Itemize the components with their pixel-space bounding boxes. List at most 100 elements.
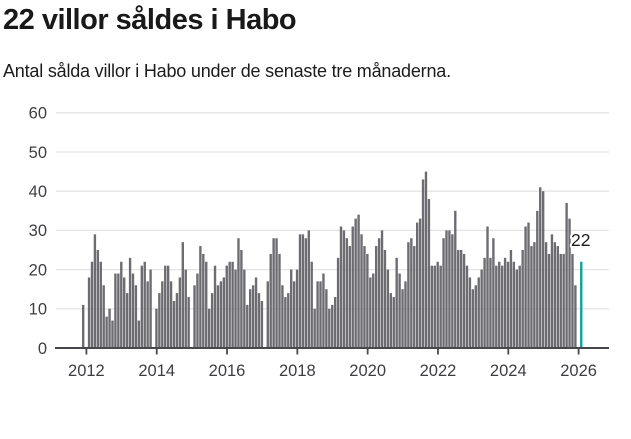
y-tick-label: 50 [29, 144, 47, 162]
bar [257, 293, 261, 348]
bar [158, 293, 161, 348]
bar [366, 253, 369, 348]
bar-chart-svg: 0 10 20 30 40 50 60 2012 2014 2016 2018 2020 2022 202… [29, 105, 609, 380]
bar [184, 269, 187, 348]
bar [272, 238, 275, 348]
page-subtitle: Antal sålda villor i Habo under de senas… [3, 61, 451, 81]
bar [474, 285, 477, 348]
bar [143, 261, 146, 348]
bar [339, 226, 343, 348]
bar [503, 257, 507, 348]
bar [172, 300, 176, 348]
bar [146, 281, 149, 348]
bar [181, 242, 184, 348]
bar [539, 187, 542, 348]
bar [477, 277, 480, 348]
bar [439, 265, 442, 348]
bar [199, 246, 202, 348]
bar [175, 293, 179, 348]
bar [395, 257, 398, 348]
bar [407, 242, 410, 348]
bar [354, 218, 357, 348]
bar [281, 285, 284, 348]
bar [512, 261, 516, 348]
bar [550, 234, 554, 348]
bar [123, 277, 126, 348]
x-tick-label: 2024 [490, 362, 527, 380]
bar [342, 230, 346, 348]
bar [462, 253, 466, 348]
bar [392, 297, 395, 348]
bar [372, 273, 375, 348]
bar [571, 253, 574, 348]
bar [492, 238, 495, 348]
bar [90, 261, 94, 348]
bar [266, 281, 269, 348]
bar [222, 277, 226, 348]
bar [489, 257, 492, 348]
bar [413, 246, 416, 348]
bar [553, 242, 557, 348]
bar [442, 238, 445, 348]
bar [448, 230, 451, 348]
bar [243, 269, 246, 348]
bar [169, 281, 173, 348]
bar [433, 265, 436, 348]
bar [495, 265, 498, 348]
y-tick-label: 60 [29, 105, 47, 123]
bar [231, 261, 234, 348]
bar [193, 285, 196, 348]
bar [471, 289, 475, 348]
bar [509, 250, 513, 348]
bar [99, 261, 102, 348]
bar [465, 265, 469, 348]
bar [246, 304, 249, 348]
bar [275, 238, 278, 348]
x-tick-label: 2018 [279, 362, 316, 380]
y-tick-label: 30 [29, 222, 47, 240]
bar [416, 222, 419, 348]
bar [377, 238, 381, 348]
bar [518, 265, 521, 348]
bar [386, 269, 390, 348]
bar [524, 226, 527, 348]
bar [325, 289, 328, 348]
bar [295, 269, 299, 348]
bar [351, 226, 354, 348]
bar [205, 261, 208, 348]
bar [307, 230, 310, 348]
latest-value-annotation: 22 [571, 230, 590, 250]
bar [418, 218, 422, 348]
bar [336, 257, 340, 348]
bar [117, 273, 120, 348]
bar [565, 202, 568, 348]
bar [304, 238, 308, 348]
bar [114, 273, 117, 348]
bar [93, 234, 97, 348]
bar [383, 250, 387, 348]
bar [178, 277, 182, 348]
bar [161, 281, 164, 348]
bar [401, 289, 404, 348]
bar [210, 293, 214, 348]
bar [187, 297, 190, 348]
bar [363, 246, 366, 348]
bar [427, 199, 431, 348]
bar [374, 246, 378, 348]
bar [166, 265, 170, 348]
bar [134, 285, 138, 348]
bar [348, 246, 351, 348]
highlight-bar [580, 261, 583, 348]
bar [521, 250, 524, 348]
bar [333, 297, 337, 348]
x-tick-label: 2012 [68, 362, 105, 380]
bar [298, 234, 302, 348]
bar [102, 285, 105, 348]
bar [96, 250, 100, 348]
bar [105, 316, 108, 348]
bar [284, 297, 287, 348]
bar [515, 269, 518, 348]
bar [128, 257, 132, 348]
bar [82, 304, 85, 348]
